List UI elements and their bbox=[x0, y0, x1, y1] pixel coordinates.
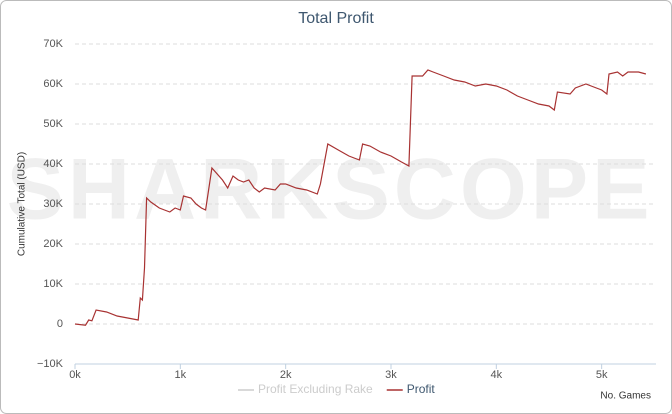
data-line bbox=[74, 69, 647, 326]
y-tick-label: 70K bbox=[43, 38, 63, 50]
x-tick-label: 0k bbox=[69, 369, 81, 381]
x-tick-label: 4k bbox=[491, 369, 503, 381]
legend-label: Profit bbox=[407, 382, 436, 396]
x-tick-label: 5k bbox=[596, 369, 608, 381]
x-tick-label: 3k bbox=[385, 369, 397, 381]
y-tick-label: 20K bbox=[43, 238, 63, 250]
x-tick-label: 2k bbox=[280, 369, 292, 381]
y-tick-label: 60K bbox=[43, 78, 63, 90]
y-tick-label: 30K bbox=[43, 198, 63, 210]
y-axis-title: Cumulative Total (USD) bbox=[17, 152, 28, 256]
y-tick-label: 0 bbox=[57, 318, 63, 330]
legend-label: Profit Excluding Rake bbox=[258, 382, 373, 396]
y-tick-label: 50K bbox=[43, 118, 63, 130]
y-tick-label: 10K bbox=[43, 278, 63, 290]
y-tick-label: −10K bbox=[37, 358, 64, 370]
chart-title: Total Profit bbox=[298, 10, 374, 27]
y-tick-label: 40K bbox=[43, 158, 63, 170]
x-tick-label: 1k bbox=[175, 369, 187, 381]
x-axis-title: No. Games bbox=[600, 391, 651, 402]
watermark: SHARKSCOPE bbox=[7, 142, 654, 238]
